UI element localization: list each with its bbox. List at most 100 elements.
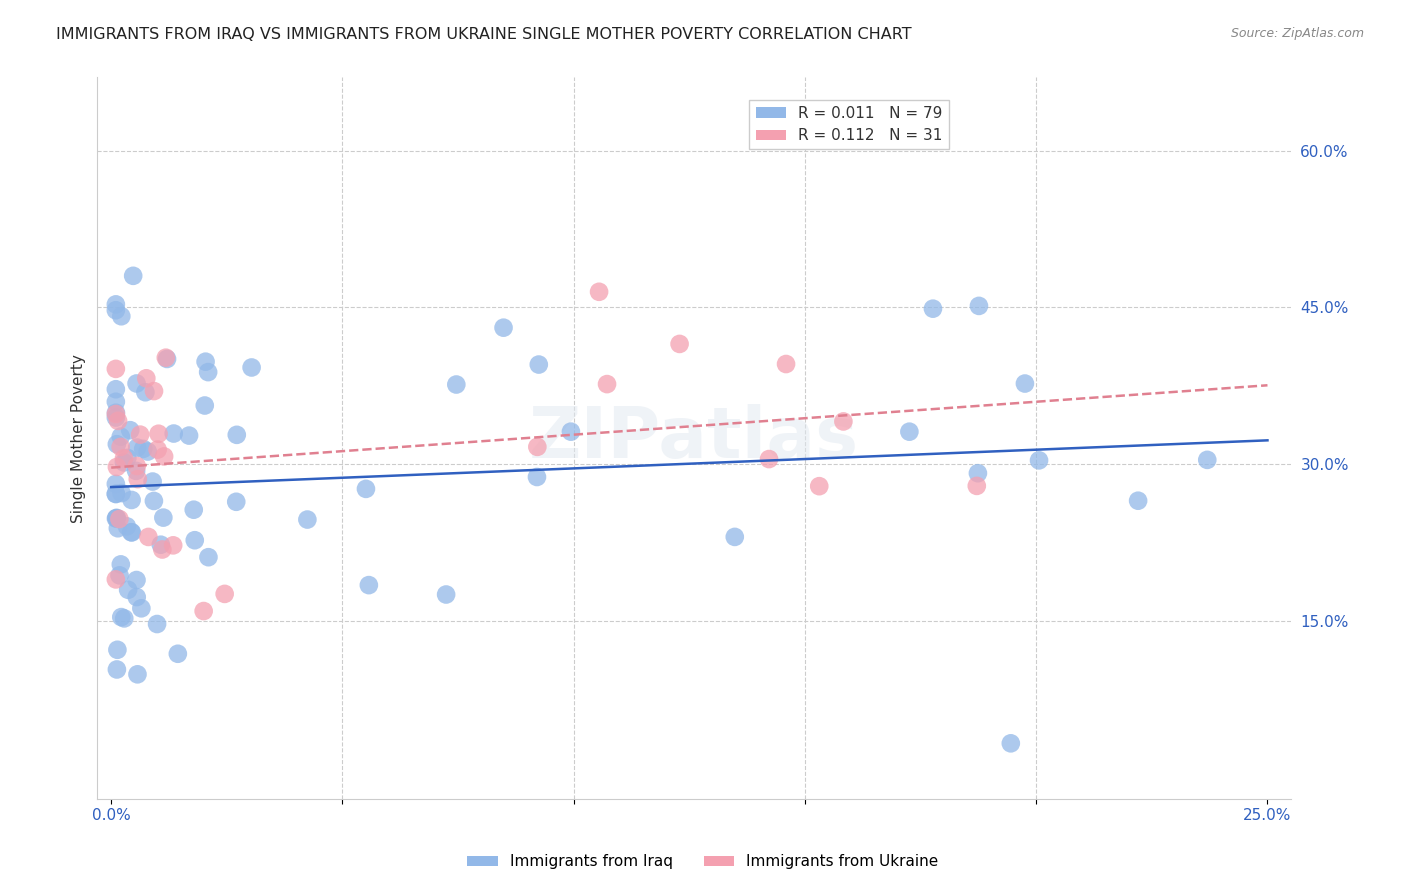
Point [121,525,143,540]
Point [922,301,945,316]
Point [121,492,143,507]
Point [225,427,247,442]
Point [105,459,128,474]
Point [446,377,468,392]
Point [112,455,135,469]
Point [177,428,200,442]
Point [125,573,148,587]
Point [105,511,128,525]
Point [526,470,548,484]
Point [107,642,129,657]
Point [105,437,128,451]
Point [152,510,174,524]
Point [153,450,176,464]
Point [142,475,165,489]
Point [127,441,149,455]
Point [184,533,207,548]
Point [240,360,263,375]
Point [966,479,988,493]
Point [492,320,515,334]
Point [104,477,127,491]
Point [142,494,165,508]
Point [758,452,780,467]
Point [357,578,380,592]
Point [560,425,582,439]
Point [104,573,127,587]
Point [197,550,219,565]
Point [105,511,128,525]
Point [724,530,747,544]
Point [526,440,548,454]
Point [225,495,247,509]
Point [354,482,377,496]
Point [104,410,127,425]
Point [149,538,172,552]
Point [967,466,990,480]
Point [104,362,127,376]
Point [596,377,619,392]
Point [194,354,217,368]
Point [120,525,142,540]
Point [104,394,127,409]
Point [1000,736,1022,750]
Point [150,542,173,557]
Point [134,385,156,400]
Point [775,357,797,371]
Point [136,444,159,458]
Point [125,458,148,473]
Point [125,376,148,391]
Point [832,414,855,428]
Point [110,440,132,454]
Point [110,610,132,624]
Point [104,487,127,501]
Point [104,303,127,318]
Point [105,663,128,677]
Point [146,617,169,632]
Point [148,426,170,441]
Point [163,426,186,441]
Point [107,414,129,428]
Point [166,647,188,661]
Point [527,358,550,372]
Point [112,451,135,466]
Point [1197,453,1219,467]
Point [138,530,160,544]
Point [143,384,166,398]
Legend: R = 0.011   N = 79, R = 0.112   N = 31: R = 0.011 N = 79, R = 0.112 N = 31 [749,100,949,149]
Point [104,297,127,311]
Point [155,351,177,365]
Point [104,407,127,421]
Point [132,442,155,456]
Point [434,587,457,601]
Point [967,299,990,313]
Point [183,502,205,516]
Point [668,337,690,351]
Point [131,601,153,615]
Text: IMMIGRANTS FROM IRAQ VS IMMIGRANTS FROM UKRAINE SINGLE MOTHER POVERTY CORRELATIO: IMMIGRANTS FROM IRAQ VS IMMIGRANTS FROM … [56,27,912,42]
Point [808,479,831,493]
Point [110,310,132,324]
Point [104,406,127,420]
Point [194,399,217,413]
Point [104,382,127,396]
Point [146,442,169,457]
Point [108,568,131,582]
Point [110,486,132,500]
Point [117,582,139,597]
Point [1126,493,1149,508]
Point [156,351,179,366]
Point [162,538,184,552]
Point [193,604,215,618]
Point [214,587,236,601]
Point [135,371,157,385]
Legend: Immigrants from Iraq, Immigrants from Ukraine: Immigrants from Iraq, Immigrants from Uk… [461,848,945,875]
Point [122,268,145,283]
Point [898,425,921,439]
Point [117,450,139,465]
Point [107,521,129,535]
Point [1028,453,1050,467]
Point [125,464,148,478]
Point [104,487,127,501]
Text: ZIPatlas: ZIPatlas [529,403,859,473]
Point [104,511,127,525]
